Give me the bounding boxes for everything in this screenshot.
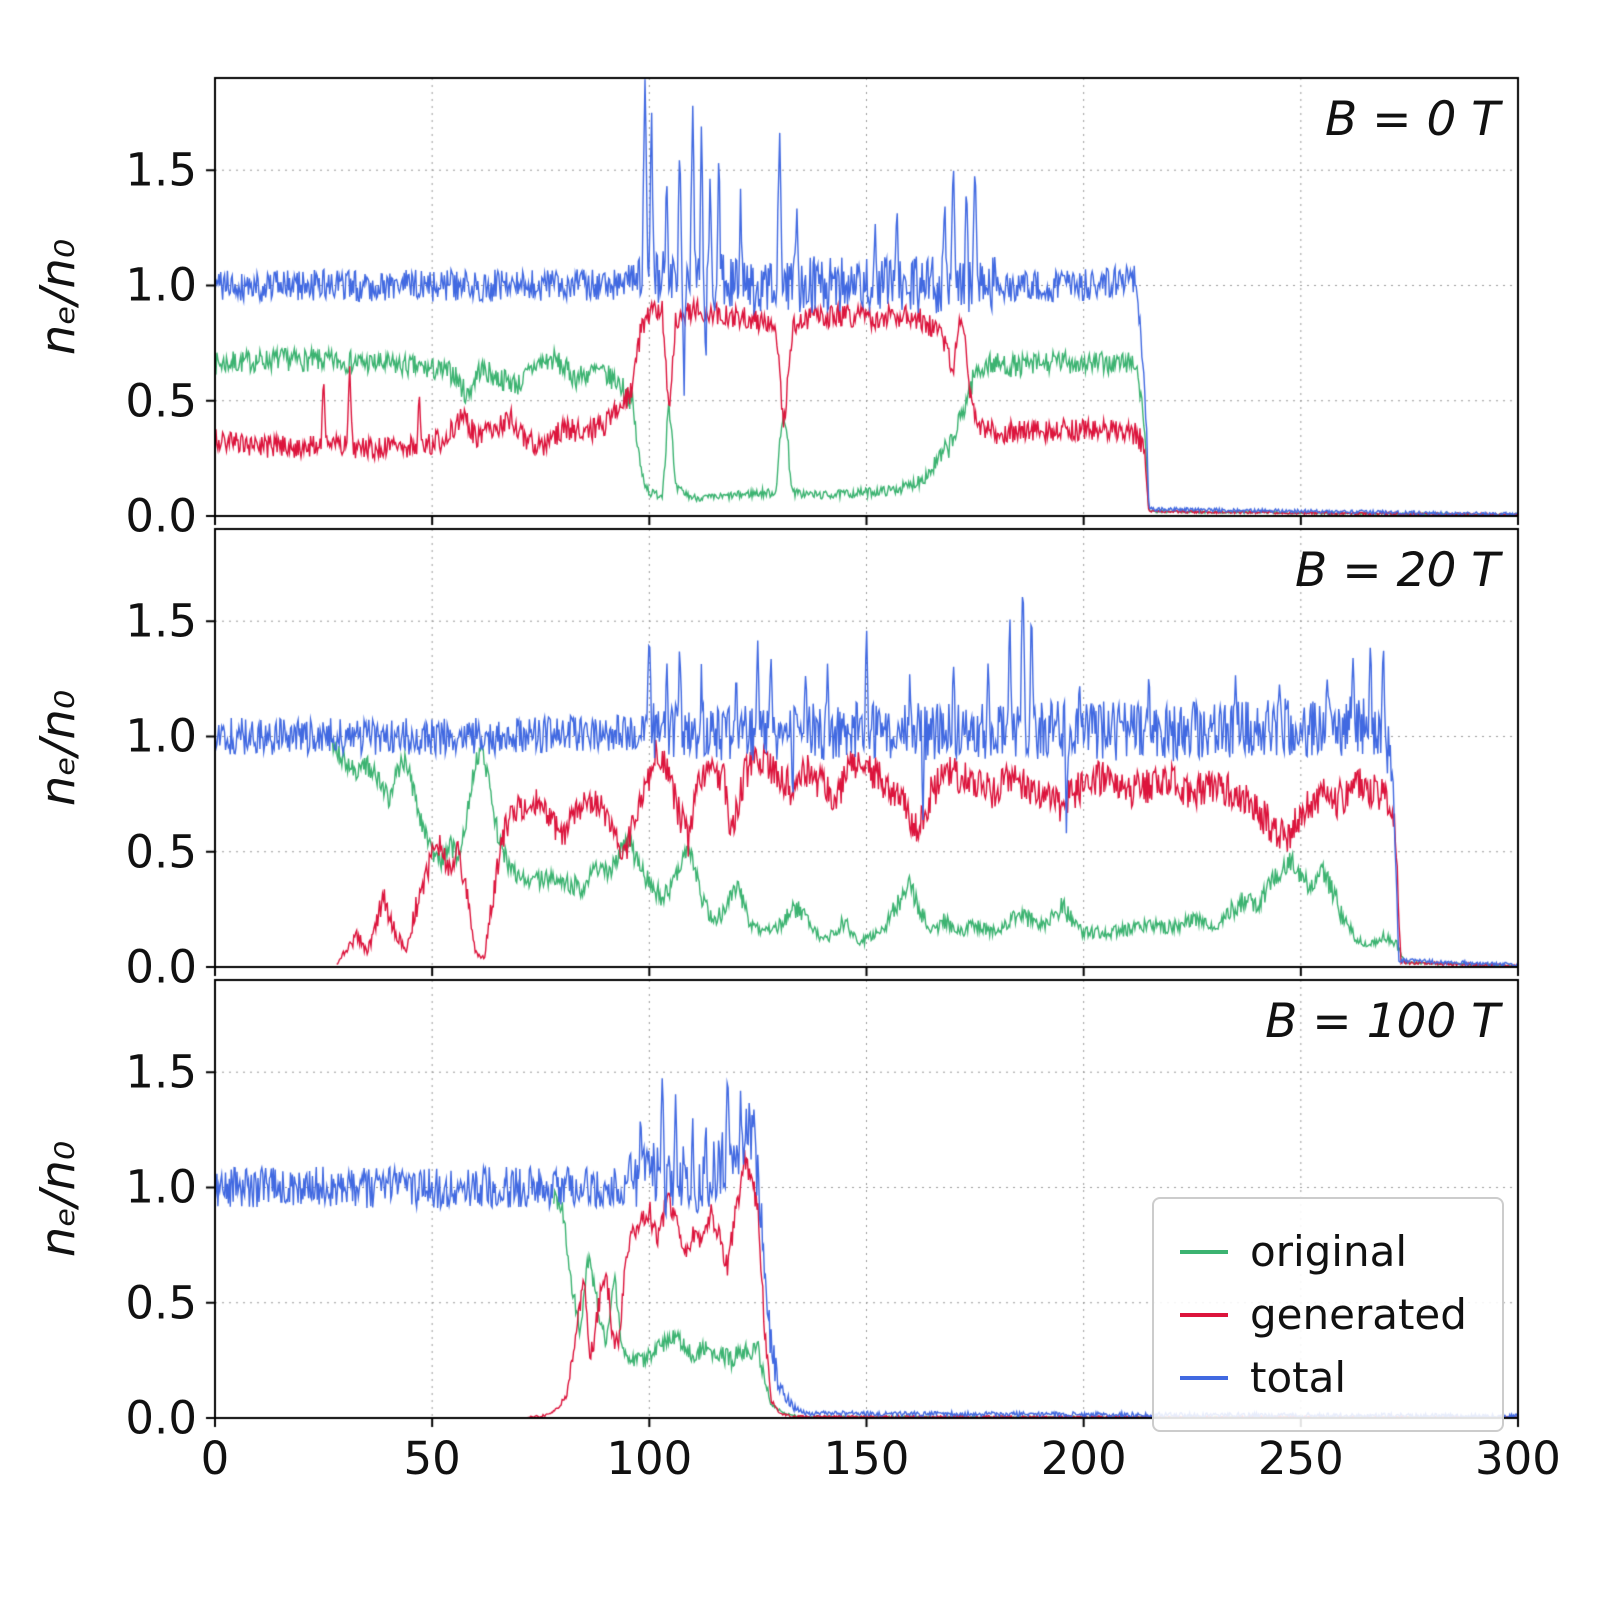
panel-label-b0: B = 0 T: [1324, 92, 1500, 147]
legend-item-original: original: [1180, 1227, 1476, 1276]
y-tick-label: 1.5: [125, 594, 197, 648]
x-tick-label: 200: [1040, 1432, 1127, 1485]
y-tick-label: 0.5: [125, 825, 197, 879]
x-tick-label: 100: [606, 1432, 693, 1485]
x-tick-label: 300: [1475, 1432, 1561, 1485]
y-tick-label: 0.5: [125, 1276, 197, 1330]
legend-line-total-icon: [1180, 1375, 1228, 1380]
y-tick-label: 1.0: [125, 258, 197, 312]
x-tick-label: 250: [1257, 1432, 1344, 1485]
y-tick-label: 0.5: [125, 374, 197, 428]
legend-item-generated: generated: [1180, 1290, 1476, 1339]
legend: original generated total: [1152, 1197, 1504, 1432]
x-tick-label: 150: [823, 1432, 910, 1485]
y-tick-label: 1.5: [125, 1045, 197, 1099]
y-tick-label: 0.0: [125, 940, 197, 994]
y-tick-label: 0.0: [125, 489, 197, 543]
legend-label-generated: generated: [1250, 1290, 1467, 1339]
panel-label-b20: B = 20 T: [1295, 543, 1500, 598]
legend-label-original: original: [1250, 1227, 1407, 1276]
legend-line-original-icon: [1180, 1249, 1228, 1254]
y-tick-label: 1.0: [125, 709, 197, 763]
y-tick-label: 0.0: [125, 1391, 197, 1445]
y-axis-label-0: nₑ/n₀: [30, 238, 86, 356]
y-tick-label: 1.0: [125, 1160, 197, 1214]
x-tick-label: 0: [200, 1432, 230, 1485]
legend-label-total: total: [1250, 1353, 1347, 1402]
y-axis-label-2: nₑ/n₀: [30, 1140, 86, 1258]
legend-item-total: total: [1180, 1353, 1476, 1402]
panel-label-b100: B = 100 T: [1265, 994, 1500, 1049]
y-axis-label-1: nₑ/n₀: [30, 689, 86, 807]
legend-line-generated-icon: [1180, 1312, 1228, 1317]
x-tick-label: 50: [403, 1432, 461, 1485]
y-tick-label: 1.5: [125, 143, 197, 197]
